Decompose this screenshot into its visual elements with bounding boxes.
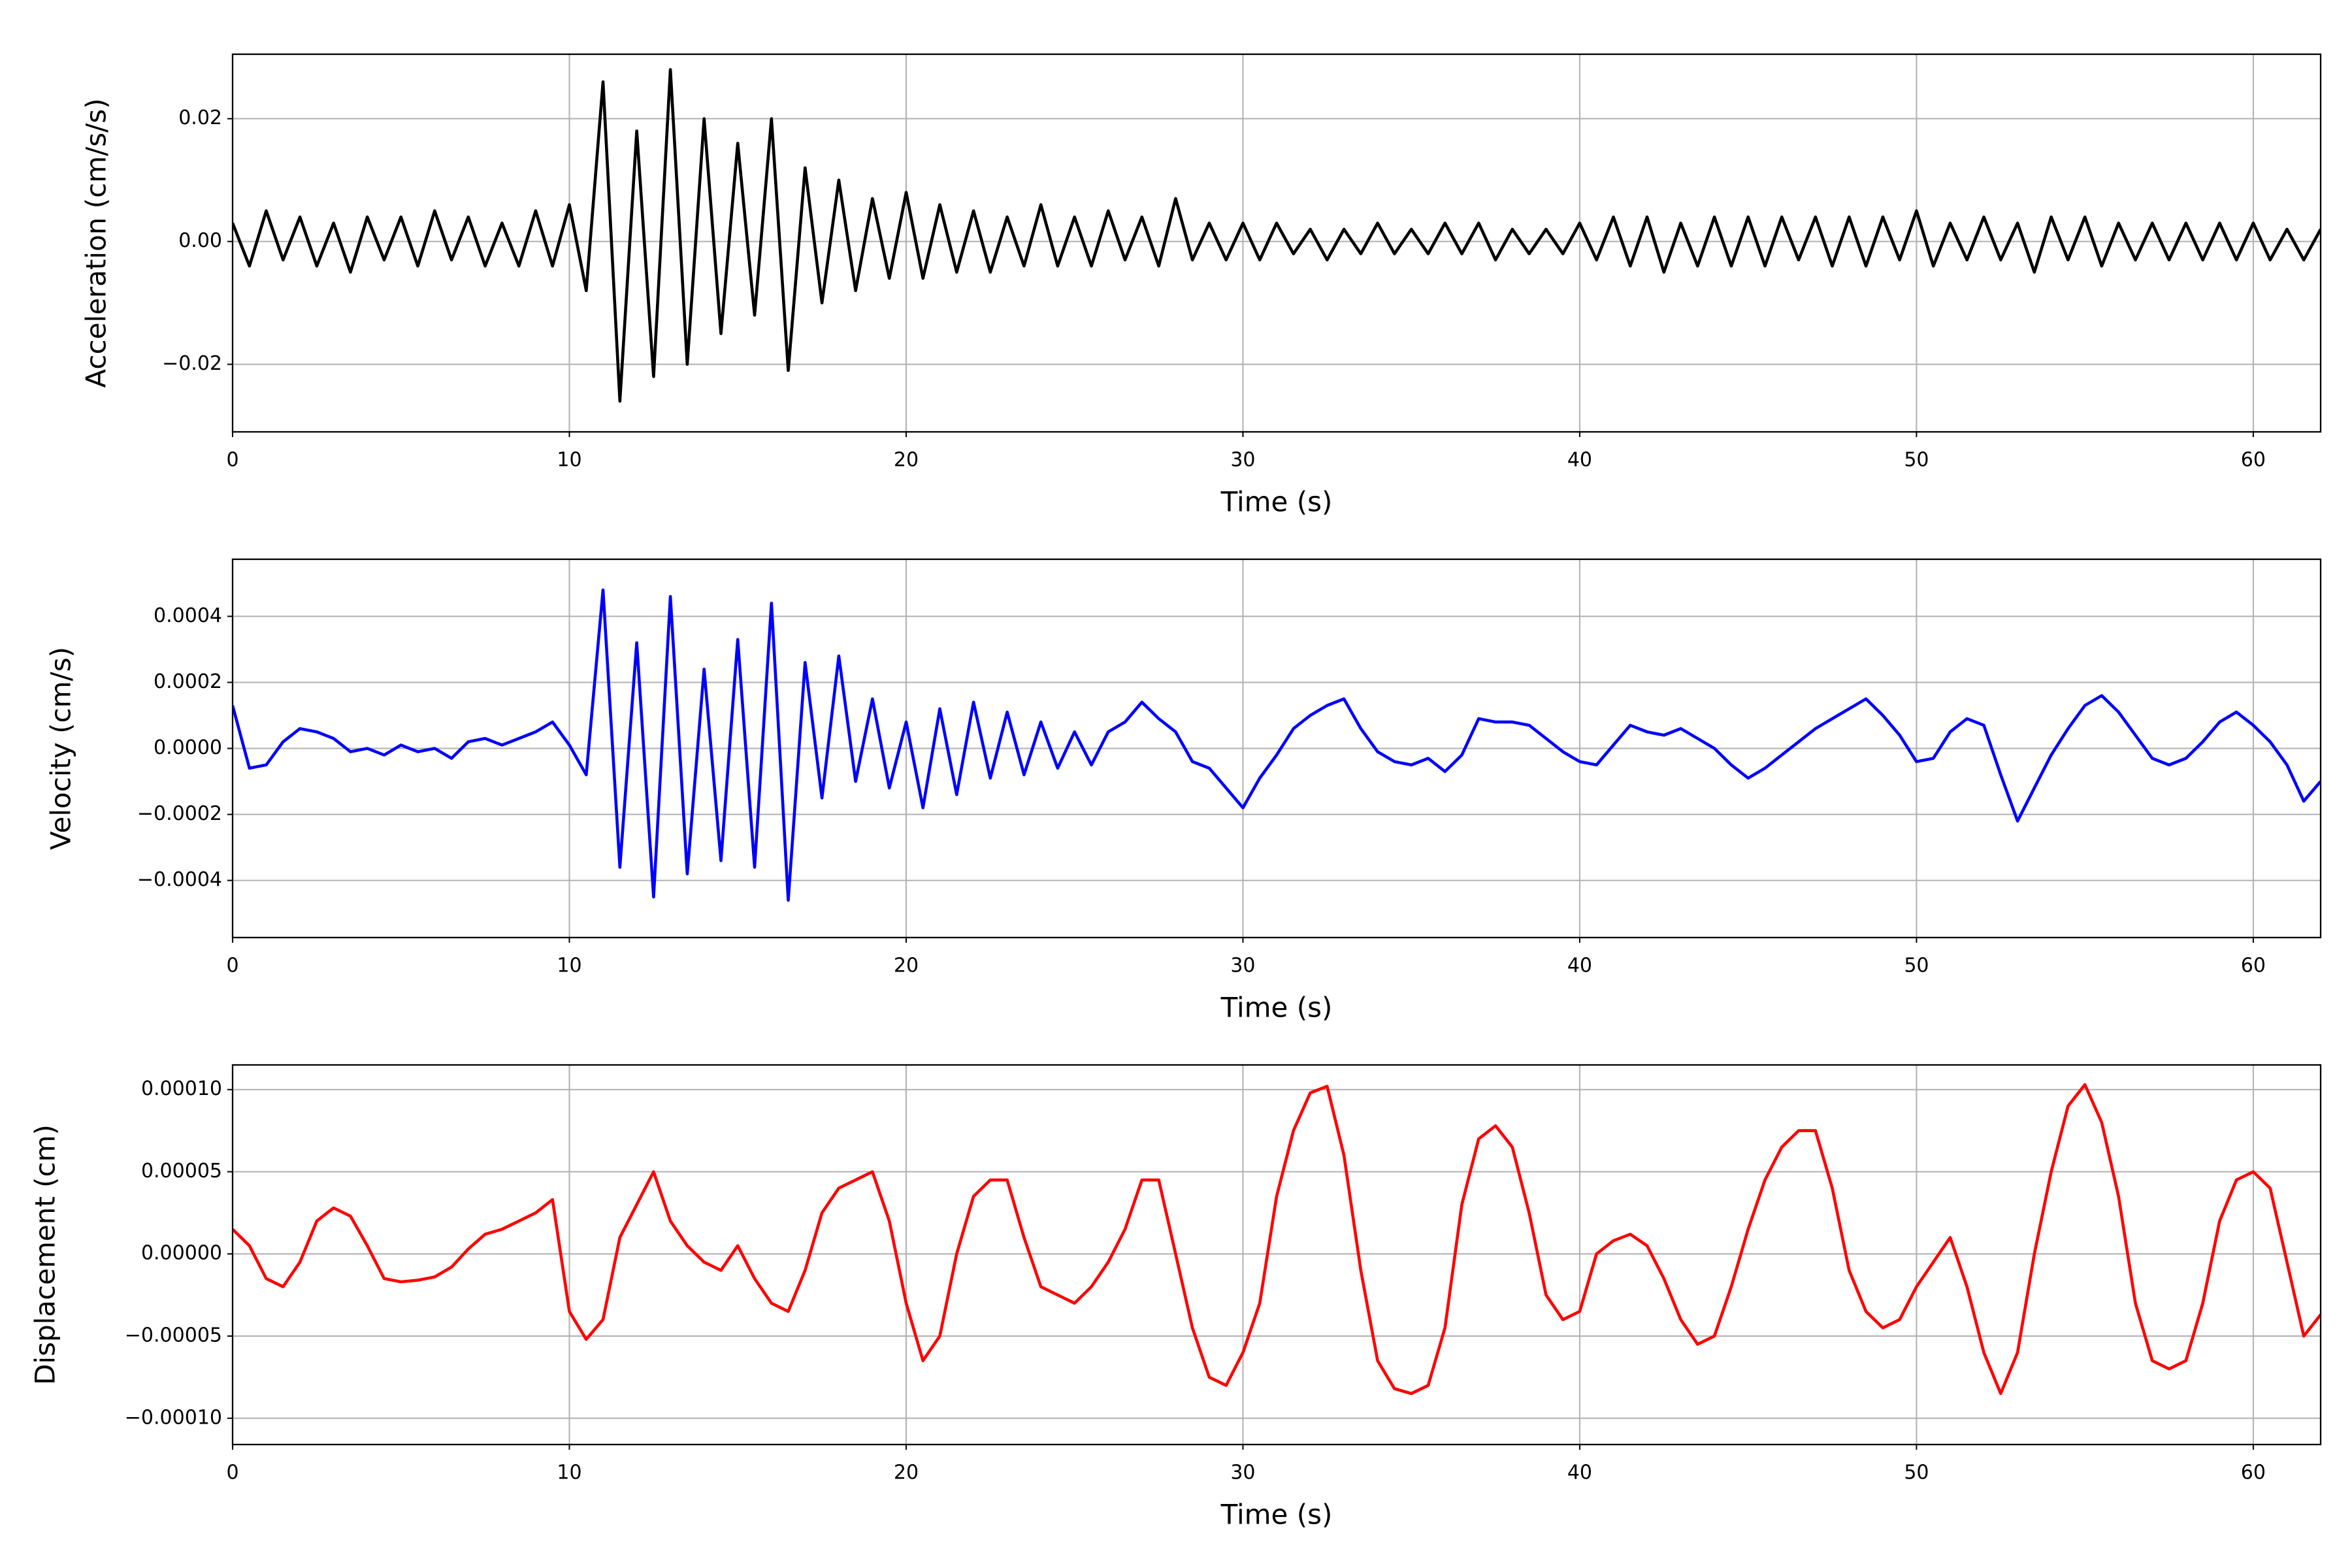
x-tick-label: 10 xyxy=(557,1462,581,1484)
y-tick-label: −0.0002 xyxy=(137,802,222,825)
x-tick-label: 50 xyxy=(1904,1462,1929,1484)
axes-frame xyxy=(231,53,2322,433)
x-tick-label: 20 xyxy=(894,955,919,977)
y-tick-label: 0.0002 xyxy=(154,670,222,693)
x-axis-label: Time (s) xyxy=(1220,1499,1333,1531)
x-tick-label: 10 xyxy=(557,955,581,977)
x-tick-label: 50 xyxy=(1904,449,1929,472)
x-tick-label: 30 xyxy=(1230,955,1255,977)
x-tick-label: 0 xyxy=(226,449,238,472)
y-axis-label: Displacement (cm) xyxy=(29,1124,61,1385)
x-tick-label: 60 xyxy=(2241,1462,2266,1484)
x-axis-label: Time (s) xyxy=(1220,992,1333,1024)
x-tick-label: 40 xyxy=(1567,1462,1592,1484)
x-tick-label: 40 xyxy=(1567,449,1592,472)
y-tick-label: 0.00010 xyxy=(141,1077,222,1100)
x-tick-label: 60 xyxy=(2241,955,2266,977)
y-tick-label: −0.02 xyxy=(162,352,222,375)
axes-frame xyxy=(231,1064,2322,1446)
y-tick-label: −0.0004 xyxy=(137,868,222,891)
x-tick-label: 30 xyxy=(1230,449,1255,472)
y-tick-label: 0.00 xyxy=(178,229,222,252)
x-tick-label: 20 xyxy=(894,449,919,472)
x-tick-label: 50 xyxy=(1904,955,1929,977)
x-axis-label: Time (s) xyxy=(1220,486,1333,518)
y-tick-label: 0.0000 xyxy=(154,736,222,759)
y-tick-label: −0.00010 xyxy=(125,1406,222,1429)
x-tick-label: 0 xyxy=(226,1462,238,1484)
y-tick-label: 0.02 xyxy=(178,106,222,129)
y-tick-label: 0.00005 xyxy=(141,1160,222,1183)
x-tick-label: 30 xyxy=(1230,1462,1255,1484)
x-tick-label: 20 xyxy=(894,1462,919,1484)
signal-line xyxy=(233,1083,2321,1396)
y-tick-label: −0.00005 xyxy=(125,1324,222,1347)
x-tick-label: 0 xyxy=(226,955,238,977)
axes-frame xyxy=(231,558,2322,939)
y-tick-label: 0.0004 xyxy=(154,604,222,627)
y-axis-label: Velocity (cm/s) xyxy=(45,647,77,850)
x-tick-label: 10 xyxy=(557,449,581,472)
signal-line xyxy=(233,588,2321,902)
x-tick-label: 40 xyxy=(1567,955,1592,977)
y-axis-label: Acceleration (cm/s/s) xyxy=(80,98,112,387)
signal-line xyxy=(233,68,2321,403)
y-tick-label: 0.00000 xyxy=(141,1242,222,1265)
x-tick-label: 60 xyxy=(2241,449,2266,472)
